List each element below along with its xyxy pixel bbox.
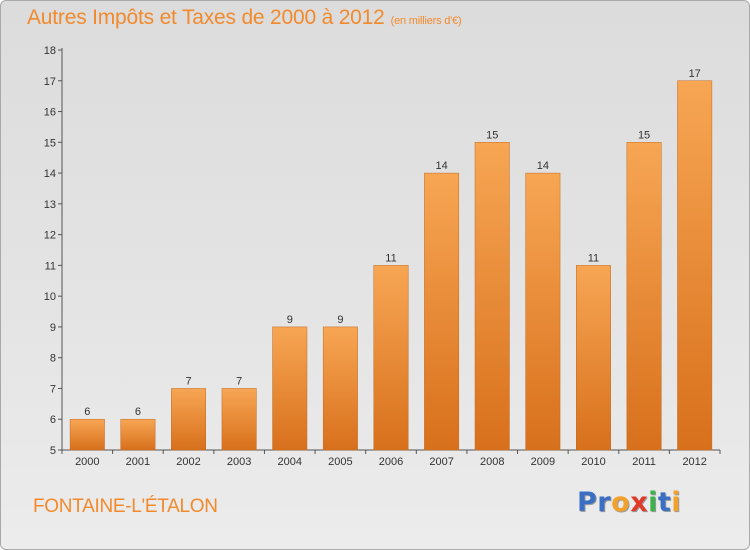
logo-letter: o xyxy=(611,487,631,518)
bar-value-label-2003: 7 xyxy=(236,375,242,387)
x-tick-label-2010: 2010 xyxy=(581,456,605,468)
bar-value-label-2002: 7 xyxy=(185,375,191,387)
bar-value-label-2007: 14 xyxy=(435,160,447,172)
chart-subtitle: (en milliers d'€) xyxy=(390,15,462,27)
bar-2009 xyxy=(525,172,561,451)
x-tick-label-2006: 2006 xyxy=(379,456,403,468)
chart-axes: 5 6 7 8 9 10 11 12 13 14 15 16 17 18 xyxy=(44,45,721,457)
bar-value-label-2000: 6 xyxy=(84,406,90,418)
x-tick-label-2009: 2009 xyxy=(531,456,555,468)
x-tick-label-2002: 2002 xyxy=(176,456,200,468)
bar-2003 xyxy=(221,388,257,451)
y-tick-label: 17 xyxy=(44,76,56,88)
x-tick-label-2008: 2008 xyxy=(480,456,504,468)
bar-2001 xyxy=(120,418,156,451)
bar-2006 xyxy=(373,265,409,451)
bar-2002 xyxy=(171,388,206,451)
bar-2004 xyxy=(272,326,308,451)
place-name: FONTAINE-L'ÉTALON xyxy=(33,496,218,517)
logo-letter: r xyxy=(597,487,612,518)
chart-labels: 2000 6 2001 6 2002 7 2003 7 2004 9 2005 9 2006 11 2007… xyxy=(75,68,707,468)
y-tick-label: 11 xyxy=(45,260,56,272)
y-tick-label: 7 xyxy=(50,383,56,395)
x-tick-label-2007: 2007 xyxy=(429,456,453,468)
y-tick-label: 5 xyxy=(50,445,56,457)
bar-value-label-2010: 11 xyxy=(588,252,599,264)
x-tick-label-2001: 2001 xyxy=(126,456,150,468)
bar-value-label-2009: 14 xyxy=(537,160,549,172)
y-tick-label: 6 xyxy=(50,414,56,426)
logo-letter: t xyxy=(657,487,672,518)
bar-2005 xyxy=(322,326,358,451)
chart-bars xyxy=(69,80,713,451)
bar-value-label-2004: 9 xyxy=(287,314,293,326)
chart-title: Autres Impôts et Taxes de 2000 à 2012 xyxy=(27,6,385,29)
logo-letter: P xyxy=(577,487,598,518)
x-tick-label-2012: 2012 xyxy=(682,456,706,468)
y-tick-label: 10 xyxy=(44,291,56,303)
y-tick-label: 15 xyxy=(44,137,56,149)
x-tick-label-2005: 2005 xyxy=(328,456,352,468)
y-tick-label: 13 xyxy=(44,199,56,211)
y-tick-label: 12 xyxy=(44,230,56,242)
x-tick-label-2011: 2011 xyxy=(632,456,656,468)
x-tick-label-2000: 2000 xyxy=(75,456,99,468)
logo-letter: x xyxy=(630,487,649,518)
bar-2011 xyxy=(626,142,662,451)
x-tick-label-2004: 2004 xyxy=(278,456,302,468)
bar-2007 xyxy=(424,172,460,451)
bar-value-label-2012: 17 xyxy=(689,68,701,80)
y-tick-label: 14 xyxy=(44,168,56,180)
logo-letter: i xyxy=(648,487,658,518)
bar-value-label-2011: 15 xyxy=(638,129,650,141)
x-tick-label-2003: 2003 xyxy=(227,456,251,468)
bar-value-label-2008: 15 xyxy=(486,129,498,141)
logo-letter: i xyxy=(671,487,682,518)
y-tick-label: 9 xyxy=(50,322,56,334)
bar-2010 xyxy=(576,265,611,451)
bar-value-label-2001: 6 xyxy=(135,406,141,418)
y-tick-label: 8 xyxy=(50,353,56,365)
chart-title-block: Autres Impôts et Taxes de 2000 à 2012 (en… xyxy=(27,6,462,30)
proxiti-logo: Proxiti xyxy=(577,487,681,518)
y-tick-label: 16 xyxy=(44,107,56,119)
bar-value-label-2005: 9 xyxy=(337,314,343,326)
bar-value-label-2006: 11 xyxy=(385,252,396,264)
bar-2012 xyxy=(677,80,713,451)
bar-2000 xyxy=(69,418,105,451)
y-tick-label: 18 xyxy=(44,45,56,57)
bar-2008 xyxy=(474,142,510,451)
